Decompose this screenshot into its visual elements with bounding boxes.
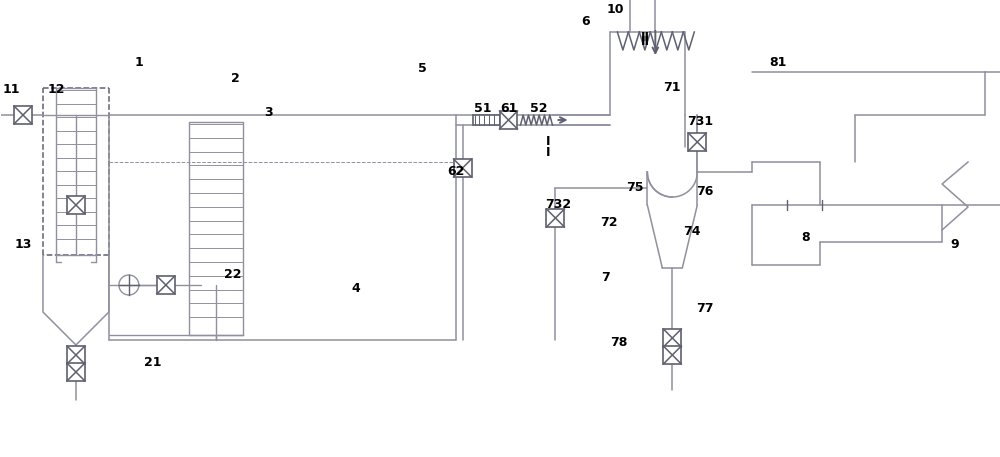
Text: 78: 78 (610, 335, 627, 349)
Text: 13: 13 (14, 239, 32, 251)
Text: 51: 51 (474, 101, 491, 115)
Text: 81: 81 (770, 55, 787, 69)
Text: 71: 71 (664, 81, 681, 95)
Bar (663, 329, 681, 347)
Text: 62: 62 (447, 165, 464, 179)
Text: 732: 732 (545, 198, 572, 212)
Text: 7: 7 (601, 271, 610, 285)
Text: II: II (641, 32, 650, 44)
Text: 74: 74 (684, 225, 701, 239)
Text: II: II (641, 36, 650, 48)
Text: 72: 72 (600, 216, 617, 228)
Text: 6: 6 (581, 16, 590, 28)
Text: 5: 5 (418, 62, 427, 74)
Text: 11: 11 (2, 84, 20, 96)
Bar (157, 276, 175, 294)
Bar (500, 111, 517, 129)
Text: 22: 22 (224, 269, 242, 282)
Text: I: I (546, 135, 551, 149)
Bar (688, 133, 706, 151)
Text: I: I (546, 145, 551, 159)
Text: 76: 76 (697, 186, 714, 198)
Text: 2: 2 (231, 71, 240, 85)
Text: 52: 52 (530, 101, 547, 115)
Text: 731: 731 (687, 116, 713, 128)
Text: 21: 21 (144, 356, 162, 368)
Text: 3: 3 (264, 106, 273, 118)
Text: 12: 12 (47, 84, 65, 96)
Text: 8: 8 (801, 232, 810, 244)
Text: 61: 61 (500, 101, 517, 115)
Bar (473, 115, 501, 125)
Bar (454, 159, 472, 177)
Bar (546, 209, 564, 227)
Bar (663, 346, 681, 364)
Bar (67, 363, 85, 381)
Text: 9: 9 (951, 239, 959, 251)
Bar (67, 346, 85, 364)
Bar (14, 106, 32, 124)
Text: 77: 77 (697, 302, 714, 314)
Text: 1: 1 (134, 55, 143, 69)
Bar (67, 196, 85, 214)
Text: 4: 4 (351, 282, 360, 294)
Text: 10: 10 (607, 4, 624, 16)
Text: 75: 75 (627, 181, 644, 195)
